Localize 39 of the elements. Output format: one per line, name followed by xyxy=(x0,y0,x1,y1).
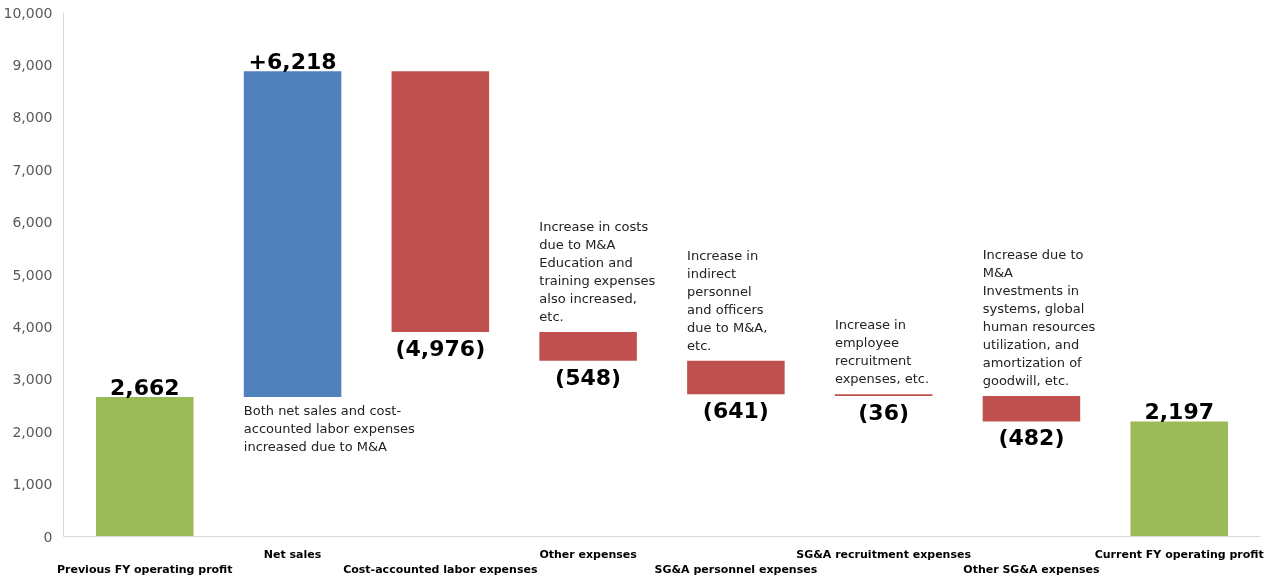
data-label: 2,197 xyxy=(1144,399,1215,425)
x-tick-label: Other expenses xyxy=(539,547,638,561)
y-tick-label: 2,000 xyxy=(12,423,53,440)
y-tick-label: 3,000 xyxy=(12,371,53,388)
x-tick-label: Current FY operating profit xyxy=(1094,547,1264,561)
x-tick-label: SG&A recruitment expenses xyxy=(796,547,972,561)
y-tick-label: 1,000 xyxy=(12,476,53,493)
data-label: (482) xyxy=(998,425,1065,451)
bar xyxy=(1130,421,1228,537)
bar xyxy=(982,396,1081,422)
x-tick-label: SG&A personnel expenses xyxy=(654,563,818,577)
bar xyxy=(687,360,785,395)
annotation: Both net sales and cost- accounted labor expenses increased due to M&A xyxy=(243,403,415,455)
annotation: Increase in costs due to M&A Education and training expenses also increased, etc. xyxy=(539,218,656,324)
x-tick-label: Cost-accounted labor expenses xyxy=(343,563,538,577)
bar xyxy=(391,71,490,332)
y-tick-label: 7,000 xyxy=(12,161,53,178)
data-label: (641) xyxy=(702,398,769,424)
x-tick-label: Other SG&A expenses xyxy=(963,563,1101,577)
data-label: (548) xyxy=(555,364,622,390)
data-label: 2,662 xyxy=(109,375,180,401)
y-tick-label: 9,000 xyxy=(12,56,53,73)
annotation: Increase in employee recruitment expenses, etc. xyxy=(834,317,930,387)
data-label: +6,218 xyxy=(248,49,337,75)
data-label: (36) xyxy=(858,400,910,426)
annotation: Increase in indirect personnel and officers due to M&A, etc. xyxy=(687,247,768,353)
y-tick-label: 6,000 xyxy=(12,214,53,231)
bar xyxy=(243,71,342,398)
bar xyxy=(96,397,194,537)
y-tick-label: 5,000 xyxy=(12,266,53,283)
y-tick-label: 4,000 xyxy=(12,318,53,335)
data-label: (4,976) xyxy=(395,335,486,361)
x-tick-label: Previous FY operating profit xyxy=(57,563,233,577)
bar xyxy=(539,331,637,361)
annotation: Increase due to M&A Investments in systems, global human resources utilization, and amortization of goodwill, etc. xyxy=(982,247,1096,389)
y-tick-label: 0 xyxy=(43,528,53,545)
y-tick-label: 10,000 xyxy=(3,4,53,21)
x-tick-label: Net sales xyxy=(263,547,322,561)
y-tick-label: 8,000 xyxy=(12,109,53,126)
